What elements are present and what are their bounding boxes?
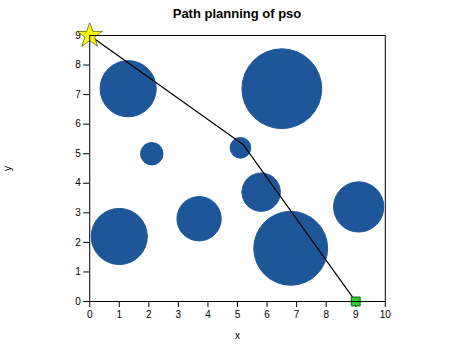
svg-text:5: 5	[75, 148, 81, 159]
svg-text:10: 10	[380, 309, 392, 320]
svg-text:0: 0	[87, 309, 93, 320]
html-text:Path planning of pso: Path planning of pso	[172, 6, 302, 21]
svg-text:6: 6	[75, 118, 81, 129]
svg-text:2: 2	[146, 309, 152, 320]
svg-text:7: 7	[294, 309, 300, 320]
svg-text:1: 1	[116, 309, 122, 320]
svg-text:9: 9	[353, 309, 359, 320]
svg-text:4: 4	[75, 177, 81, 188]
svg-text:4: 4	[205, 309, 211, 320]
svg-text:8: 8	[75, 59, 81, 70]
svg-text:2: 2	[75, 237, 81, 248]
svg-text:1: 1	[75, 266, 81, 277]
svg-text:3: 3	[75, 207, 81, 218]
svg-text:9: 9	[75, 29, 81, 41]
svg-text:x: x	[235, 330, 240, 341]
svg-text:3: 3	[176, 309, 182, 320]
svg-text:7: 7	[75, 89, 81, 100]
svg-text:0: 0	[75, 296, 81, 307]
svg-text:5: 5	[235, 309, 241, 320]
svg-text:8: 8	[323, 309, 329, 320]
svg-text:y: y	[2, 166, 13, 171]
svg-text:6: 6	[264, 309, 270, 320]
